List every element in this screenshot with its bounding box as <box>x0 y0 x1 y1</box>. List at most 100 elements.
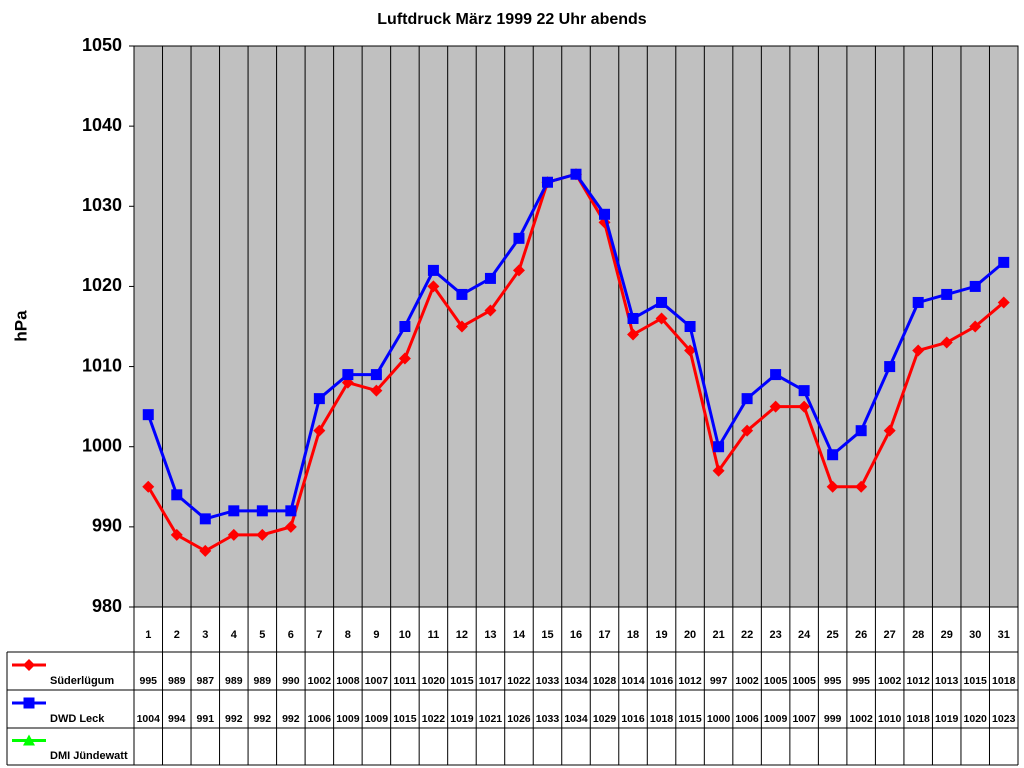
data-point <box>256 528 269 541</box>
legend-marker <box>23 697 35 709</box>
x-tick-label: 12 <box>456 629 468 641</box>
data-point <box>285 505 297 517</box>
table-value: 995 <box>852 675 870 687</box>
table-value: 1000 <box>707 713 731 725</box>
x-tick-label: 15 <box>541 629 553 641</box>
table-value: 1008 <box>336 675 360 687</box>
table-value: 1017 <box>479 675 503 687</box>
table-value: 1005 <box>792 675 816 687</box>
table-value: 1022 <box>422 713 446 725</box>
data-point <box>142 480 155 493</box>
table-value: 997 <box>710 675 728 687</box>
data-point <box>484 272 496 284</box>
x-tick-label: 2 <box>174 629 180 641</box>
table-value: 989 <box>225 675 243 687</box>
data-point <box>826 480 839 493</box>
x-tick-label: 17 <box>598 629 610 641</box>
table-value: 995 <box>824 675 842 687</box>
data-point <box>769 400 782 413</box>
data-point <box>541 176 553 188</box>
table-value: 1015 <box>393 713 417 725</box>
x-tick-label: 16 <box>570 629 582 641</box>
data-point <box>940 336 953 349</box>
y-tick-label: 1040 <box>82 115 122 135</box>
x-tick-label: 20 <box>684 629 696 641</box>
data-point <box>399 321 411 332</box>
table-value: 1002 <box>735 675 759 687</box>
x-tick-label: 14 <box>513 629 526 641</box>
legend-label: Süderlügum <box>50 675 114 687</box>
y-tick-label: 990 <box>92 516 122 536</box>
data-point <box>997 296 1010 309</box>
table-value: 1018 <box>992 675 1016 687</box>
data-point <box>941 288 953 300</box>
data-point <box>770 369 782 381</box>
table-value: 1022 <box>507 675 531 687</box>
table-value: 991 <box>197 713 215 725</box>
x-tick-label: 30 <box>969 629 981 641</box>
data-point <box>713 441 725 453</box>
table-value: 990 <box>282 675 300 687</box>
table-value: 1006 <box>308 713 332 725</box>
x-tick-label: 22 <box>741 629 753 641</box>
data-point <box>712 464 725 477</box>
x-tick-label: 10 <box>399 629 411 641</box>
y-tick-label: 1050 <box>82 35 122 55</box>
table-value: 989 <box>254 675 272 687</box>
y-tick-label: 1020 <box>82 275 122 295</box>
data-point <box>171 489 183 501</box>
data-point <box>484 304 497 317</box>
table-value: 994 <box>168 713 186 725</box>
data-point <box>313 424 326 437</box>
table-value: 1018 <box>650 713 674 725</box>
table-value: 1009 <box>764 713 788 725</box>
data-point <box>284 520 297 533</box>
x-tick-label: 29 <box>941 629 953 641</box>
legend-label: DMI Jündewatt <box>50 750 128 762</box>
table-value: 992 <box>282 713 300 725</box>
data-point <box>228 505 240 517</box>
table-value: 1018 <box>907 713 931 725</box>
y-tick-label: 1000 <box>82 435 122 455</box>
table-value: 1016 <box>650 675 674 687</box>
data-point <box>427 280 440 293</box>
table-value: 1013 <box>935 675 959 687</box>
x-tick-label: 5 <box>259 629 265 641</box>
data-point <box>969 320 982 333</box>
x-tick-label: 24 <box>798 629 811 641</box>
data-point <box>342 369 354 381</box>
x-tick-label: 23 <box>769 629 781 641</box>
table-value: 992 <box>225 713 243 725</box>
table-value: 1033 <box>536 713 560 725</box>
data-point <box>512 264 525 277</box>
data-point <box>912 344 925 357</box>
table-value: 992 <box>254 713 272 725</box>
table-value: 1015 <box>678 713 702 725</box>
data-point <box>884 361 896 373</box>
data-point <box>684 344 697 357</box>
data-point <box>513 232 525 244</box>
legend-marker <box>23 734 35 746</box>
table-value: 1026 <box>507 713 531 725</box>
x-tick-label: 26 <box>855 629 867 641</box>
data-point <box>427 264 439 276</box>
plot-area <box>133 45 1019 608</box>
x-tick-label: 1 <box>145 629 151 641</box>
x-tick-label: 13 <box>484 629 496 641</box>
x-tick-label: 28 <box>912 629 924 641</box>
data-point <box>199 544 212 557</box>
table-value: 1015 <box>450 675 474 687</box>
table-value: 989 <box>168 675 186 687</box>
x-tick-label: 9 <box>373 629 379 641</box>
table-value: 1009 <box>336 713 360 725</box>
table-value: 1010 <box>878 713 902 725</box>
data-point <box>313 393 325 405</box>
table-value: 1007 <box>792 713 816 725</box>
y-tick-label: 1010 <box>82 355 122 375</box>
table-value: 1014 <box>621 675 645 687</box>
table-value: 1002 <box>849 713 873 725</box>
table-value: 999 <box>824 713 842 725</box>
legend-marker <box>23 659 35 671</box>
table-value: 1002 <box>878 675 902 687</box>
